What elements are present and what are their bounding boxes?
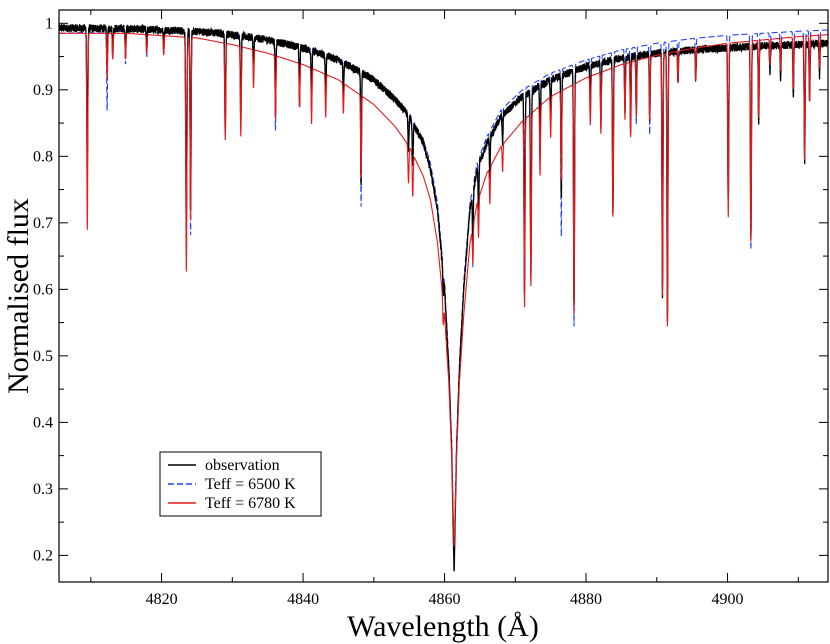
y-tick-label: 0.7	[33, 215, 53, 232]
legend-label-2: Teff = 6780 K	[205, 495, 296, 512]
y-tick-label: 0.3	[33, 481, 53, 498]
legend: observation Teff = 6500 K Teff = 6780 K	[159, 451, 322, 517]
x-tick-label: 4860	[429, 591, 461, 608]
x-tick-label: 4880	[570, 591, 602, 608]
y-tick-label: 0.2	[33, 547, 53, 564]
y-tick-label: 0.5	[33, 348, 53, 365]
x-axis: 4820 4840 4860 4880 4900	[90, 10, 799, 608]
y-tick-label: 0.9	[33, 82, 53, 99]
x-tick-label: 4840	[287, 591, 319, 608]
x-axis-label: Wavelength (Å)	[347, 610, 539, 643]
series-layer	[59, 23, 828, 572]
x-tick-label: 4900	[712, 591, 744, 608]
legend-label-0: observation	[205, 457, 280, 474]
x-tick-label: 4820	[146, 591, 178, 608]
y-axis: 0.2 0.3 0.4 0.5 0.6 0.7 0.8 0.9 1	[33, 15, 828, 564]
y-tick-label: 0.8	[33, 148, 53, 165]
y-tick-label: 0.6	[33, 281, 53, 298]
y-tick-label: 0.4	[33, 414, 53, 431]
series-line-2	[59, 32, 828, 547]
plot-frame	[58, 9, 829, 583]
legend-label-1: Teff = 6500 K	[205, 476, 296, 493]
y-axis-label: Normalised flux	[2, 198, 35, 394]
y-tick-label: 1	[45, 15, 53, 32]
